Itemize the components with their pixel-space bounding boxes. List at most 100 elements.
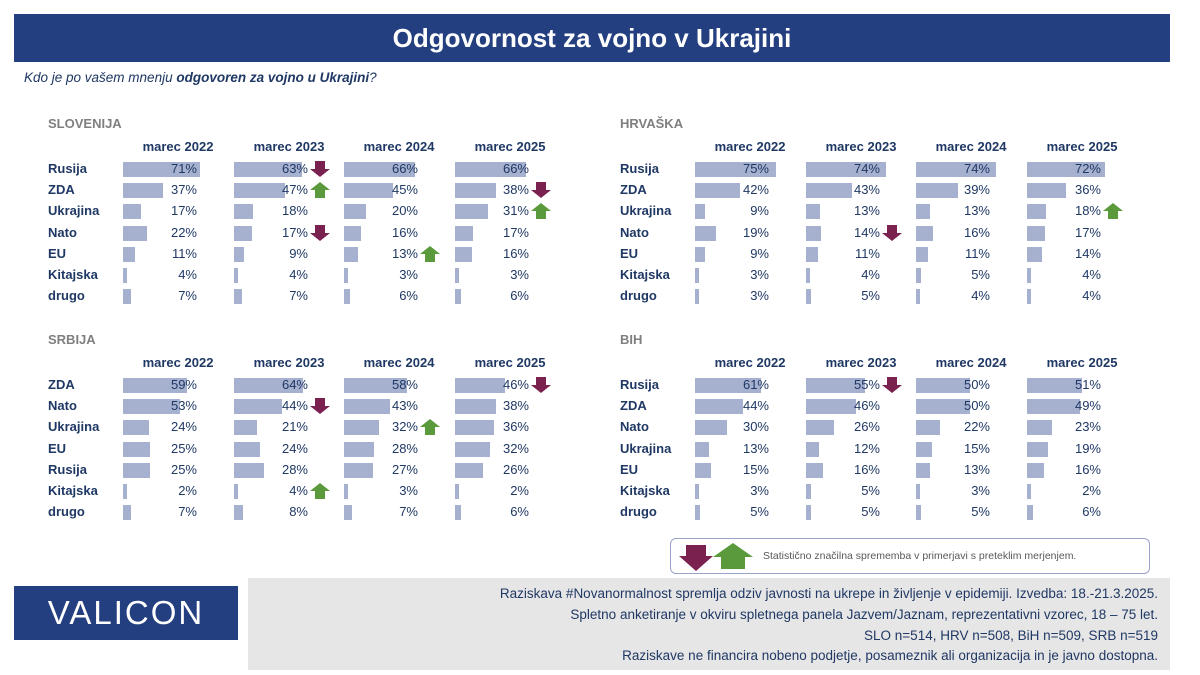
bar	[234, 484, 239, 499]
bar	[806, 225, 822, 241]
bar	[695, 204, 705, 220]
page-title: Odgovornost za vojno v Ukrajini	[14, 14, 1170, 62]
data-label: 4%	[289, 483, 308, 498]
data-label: 18%	[1074, 203, 1101, 219]
data-label: 5%	[861, 288, 880, 304]
bar	[344, 399, 391, 415]
data-label: 43%	[391, 398, 418, 414]
row-label: drugo	[620, 288, 657, 304]
data-label: 17%	[502, 224, 529, 240]
row-label: Nato	[48, 398, 77, 414]
decrease-arrow-icon	[882, 377, 902, 393]
period-header: marec 2022	[142, 139, 214, 154]
bar	[344, 183, 393, 199]
legend-up-arrow-icon	[713, 543, 753, 569]
subtitle-prefix: Kdo je po vašem mnenju	[24, 70, 177, 85]
bar	[455, 268, 459, 283]
data-label: 28%	[281, 461, 308, 477]
country-title: HRVAŠKA	[620, 116, 684, 131]
bar	[234, 441, 260, 457]
data-label: 61%	[742, 377, 769, 392]
data-label: 5%	[750, 504, 769, 520]
bar	[916, 505, 922, 521]
data-label: 25%	[170, 440, 197, 456]
data-label: 7%	[289, 288, 308, 304]
data-label: 39%	[963, 182, 990, 198]
data-label: 36%	[502, 419, 529, 435]
data-label: 2%	[510, 483, 529, 498]
data-label: 13%	[963, 203, 990, 219]
bar	[695, 289, 699, 305]
bar	[916, 225, 934, 241]
bar	[123, 399, 181, 415]
decrease-arrow-icon	[310, 224, 330, 241]
data-label: 17%	[281, 224, 308, 240]
row-label: Ukrajina	[48, 203, 100, 219]
bar	[806, 484, 812, 499]
bar	[234, 183, 285, 199]
data-label: 44%	[742, 398, 769, 414]
bar	[1027, 246, 1043, 262]
data-label: 13%	[963, 461, 990, 477]
bar	[234, 420, 257, 436]
bar	[916, 484, 920, 499]
row-label: drugo	[620, 504, 657, 520]
bar	[123, 420, 149, 436]
data-label: 6%	[1082, 504, 1101, 520]
data-label: 3%	[750, 267, 769, 282]
period-header: marec 2023	[253, 355, 325, 370]
row-label: Rusija	[620, 161, 660, 176]
bar	[123, 246, 135, 262]
footer-line: Spletno anketiranje v okviru spletnega p…	[570, 607, 1158, 622]
bar	[234, 505, 243, 521]
period-header: marec 2022	[142, 355, 214, 370]
country-title: BIH	[620, 332, 643, 347]
bar	[123, 378, 187, 393]
period-header: marec 2024	[935, 355, 1007, 370]
data-label: 50%	[963, 398, 990, 414]
increase-arrow-icon	[310, 483, 330, 499]
row-label: Nato	[48, 224, 77, 240]
data-label: 19%	[1074, 440, 1101, 456]
footer-line: SLO n=514, HRV n=508, BiH n=509, SRB n=5…	[864, 628, 1158, 643]
data-label: 4%	[178, 267, 197, 282]
data-label: 16%	[502, 245, 529, 261]
data-label: 6%	[399, 288, 418, 304]
subtitle-bold: odgovoren za vojno u Ukrajini	[176, 70, 370, 85]
row-label: Kitajska	[48, 483, 98, 498]
bar	[695, 268, 699, 283]
row-label: Rusija	[48, 461, 88, 477]
data-label: 3%	[750, 483, 769, 498]
data-label: 6%	[510, 504, 529, 520]
data-label: 25%	[170, 461, 197, 477]
data-label: 15%	[963, 440, 990, 456]
bar	[1027, 204, 1047, 220]
row-label: Ukrajina	[620, 203, 672, 219]
data-label: 72%	[1074, 161, 1101, 176]
data-label: 14%	[853, 224, 880, 240]
bar	[123, 289, 131, 305]
chart-panel-hrvaska: HRVAŠKA marec 2022 marec 2023 marec 2024 mar…	[620, 116, 1180, 316]
data-label: 17%	[170, 203, 197, 219]
period-header: marec 2022	[714, 139, 786, 154]
bar	[916, 462, 931, 478]
bar	[1027, 484, 1031, 499]
data-label: 36%	[1074, 182, 1101, 198]
data-label: 26%	[853, 419, 880, 435]
row-label: EU	[620, 245, 639, 261]
period-header: marec 2022	[714, 355, 786, 370]
data-label: 15%	[742, 461, 769, 477]
period-header: marec 2024	[363, 139, 435, 154]
data-label: 4%	[289, 267, 308, 282]
data-label: 11%	[854, 245, 880, 261]
bar	[1027, 378, 1083, 393]
data-label: 75%	[742, 161, 769, 176]
row-label: Nato	[620, 224, 649, 240]
increase-arrow-icon	[1103, 203, 1123, 220]
bar	[455, 399, 497, 415]
data-label: 18%	[281, 203, 308, 219]
row-label: drugo	[48, 504, 85, 520]
data-label: 24%	[281, 440, 308, 456]
row-label: drugo	[48, 288, 85, 304]
bar	[695, 420, 728, 436]
